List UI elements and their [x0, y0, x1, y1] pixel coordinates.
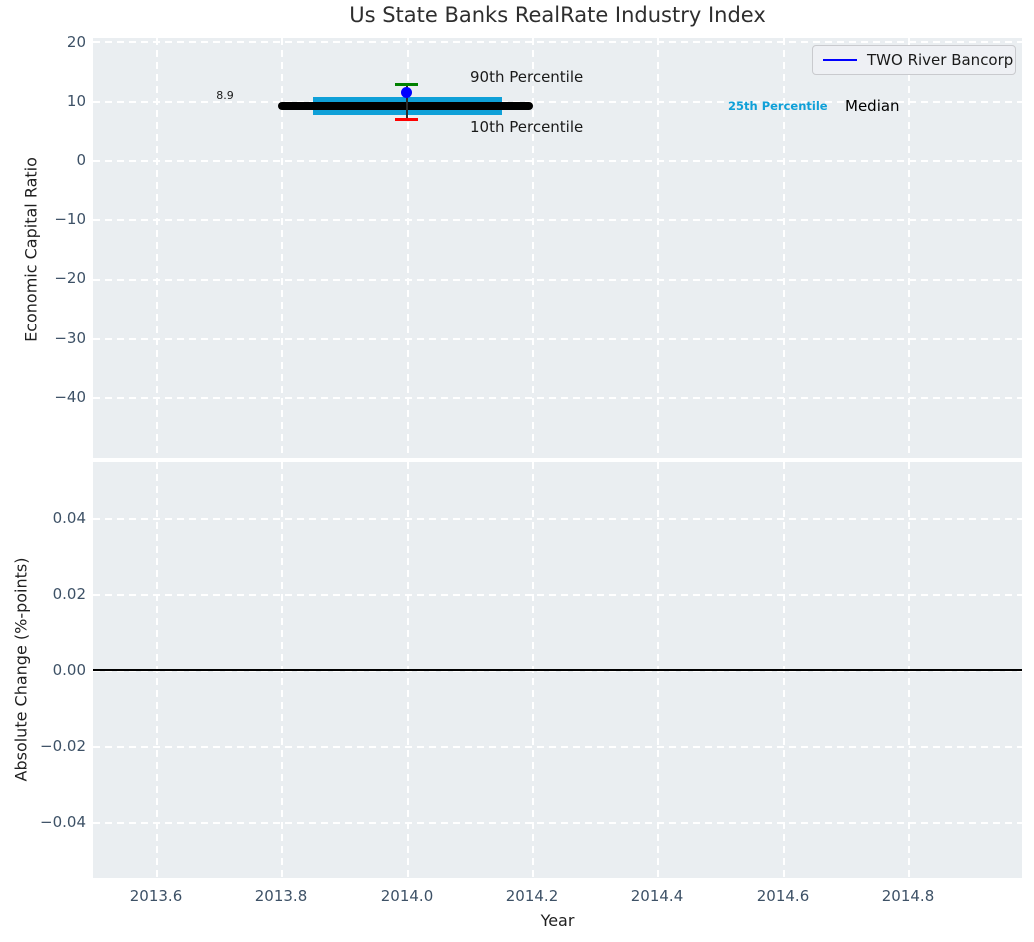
- ytick-top: −10: [54, 210, 86, 228]
- ytick-bottom: −0.02: [40, 737, 86, 755]
- gridline-vertical: [783, 38, 785, 458]
- xtick: 2014.4: [630, 887, 684, 905]
- p10-label: 10th Percentile: [470, 118, 584, 136]
- gridline-horizontal: [93, 219, 1022, 221]
- ytick-top: 0: [76, 151, 86, 169]
- xtick: 2013.6: [129, 887, 183, 905]
- gridline-vertical: [407, 38, 409, 458]
- gridline-vertical: [657, 38, 659, 458]
- top-ylabel: Economic Capital Ratio: [21, 157, 41, 342]
- ytick-bottom: 0.02: [52, 585, 86, 603]
- ytick-top: −40: [54, 388, 86, 406]
- bottom-ylabel: Absolute Change (%-points): [11, 557, 31, 782]
- gridline-vertical: [281, 38, 283, 458]
- ytick-top: −30: [54, 329, 86, 347]
- legend-line-sample: [823, 58, 857, 62]
- xtick: 2014.0: [380, 887, 434, 905]
- top-plot-area: 8.9 90th Percentile 10th Percentile 25th…: [93, 38, 1022, 458]
- ytick-bottom: −0.04: [40, 813, 86, 831]
- gridline-horizontal: [93, 160, 1022, 162]
- p10-cap: [395, 118, 418, 121]
- gridline-horizontal: [93, 338, 1022, 340]
- ytick-top: −20: [54, 269, 86, 287]
- gridline-vertical: [908, 38, 910, 458]
- bottom-plot-area: [93, 462, 1022, 878]
- median-value-label: 8.9: [216, 89, 234, 102]
- xaxis-label: Year: [540, 911, 575, 930]
- xtick: 2013.8: [254, 887, 308, 905]
- gridline-vertical: [156, 38, 158, 458]
- legend-box: TWO River Bancorp: [812, 45, 1016, 75]
- ytick-bottom: 0.00: [52, 661, 86, 679]
- gridline-vertical: [532, 38, 534, 458]
- gridline-horizontal: [93, 41, 1022, 43]
- chart-title: Us State Banks RealRate Industry Index: [349, 3, 766, 27]
- gridline-horizontal: [93, 518, 1022, 520]
- xtick: 2014.2: [505, 887, 559, 905]
- xtick: 2014.8: [881, 887, 935, 905]
- gridline-horizontal: [93, 279, 1022, 281]
- error-bar-line: [406, 85, 408, 120]
- xtick: 2014.6: [756, 887, 810, 905]
- median-line: [278, 102, 533, 110]
- ytick-top: 20: [66, 33, 86, 51]
- p90-cap: [395, 83, 418, 86]
- gridline-horizontal: [93, 594, 1022, 596]
- p90-label: 90th Percentile: [470, 68, 584, 86]
- ytick-bottom: 0.04: [52, 509, 86, 527]
- gridline-horizontal: [93, 101, 1022, 103]
- gridline-horizontal: [93, 397, 1022, 399]
- legend-label: TWO River Bancorp: [867, 51, 1014, 69]
- p25-label: 25th Percentile: [728, 99, 828, 113]
- zero-line: [93, 669, 1022, 671]
- gridline-horizontal: [93, 746, 1022, 748]
- median-text-label: Median: [845, 97, 900, 115]
- gridline-horizontal: [93, 822, 1022, 824]
- company-point: [401, 87, 412, 98]
- ytick-top: 10: [66, 92, 86, 110]
